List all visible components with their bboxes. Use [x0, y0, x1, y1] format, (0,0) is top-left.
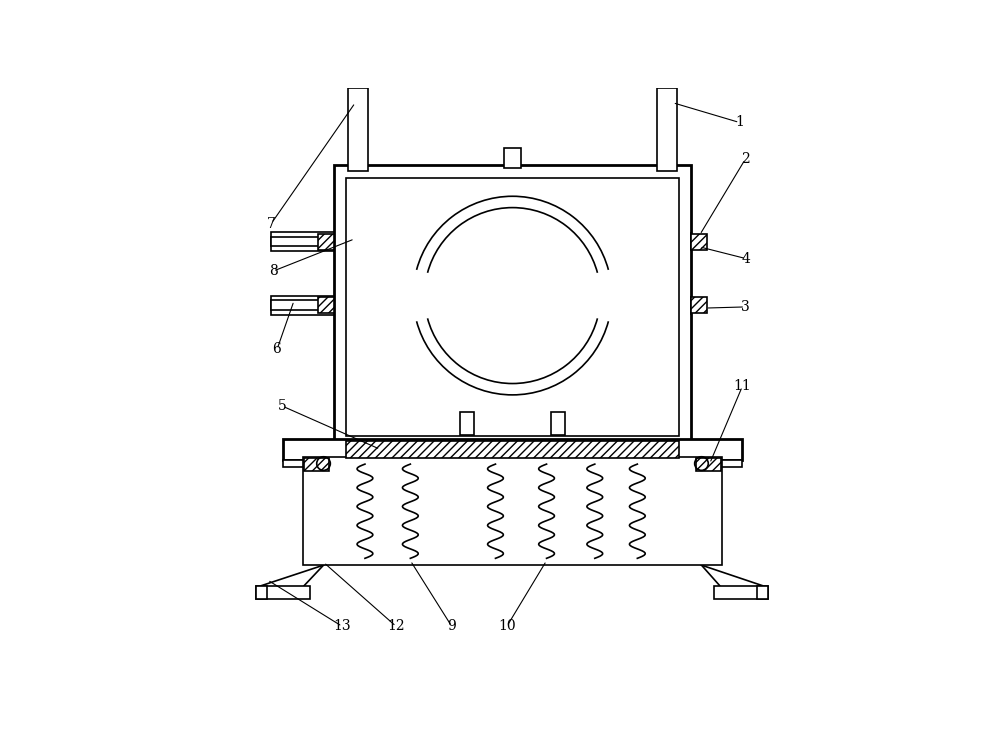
Text: 11: 11 — [733, 380, 751, 394]
Bar — [303, 457, 722, 565]
Text: 3: 3 — [741, 300, 750, 314]
Bar — [271, 237, 334, 246]
Text: 4: 4 — [742, 252, 751, 265]
Bar — [551, 412, 565, 435]
Text: 13: 13 — [333, 619, 351, 633]
Text: 9: 9 — [447, 619, 456, 633]
Bar — [256, 586, 267, 599]
Bar — [334, 165, 691, 449]
Bar — [346, 178, 679, 436]
Bar — [304, 458, 329, 471]
Bar — [460, 412, 474, 435]
Bar — [283, 460, 742, 467]
Bar — [504, 148, 521, 168]
Bar — [256, 586, 310, 599]
Text: 10: 10 — [498, 619, 516, 633]
Bar — [348, 88, 368, 171]
Bar — [318, 234, 334, 250]
Bar — [691, 234, 707, 250]
Bar — [657, 88, 677, 171]
Bar — [757, 586, 768, 599]
Text: 7: 7 — [267, 217, 276, 231]
Text: 5: 5 — [278, 399, 287, 413]
Bar — [271, 301, 334, 310]
Text: 2: 2 — [741, 153, 750, 167]
Text: 6: 6 — [273, 343, 281, 357]
Bar — [271, 232, 334, 251]
Bar — [318, 297, 334, 313]
Text: 8: 8 — [269, 264, 277, 278]
Bar — [714, 586, 768, 599]
Text: 12: 12 — [387, 619, 405, 633]
Bar — [696, 458, 721, 471]
Text: 1: 1 — [735, 116, 744, 130]
Bar — [271, 296, 334, 315]
Bar — [283, 439, 742, 460]
Bar — [691, 297, 707, 313]
Bar — [346, 441, 679, 458]
